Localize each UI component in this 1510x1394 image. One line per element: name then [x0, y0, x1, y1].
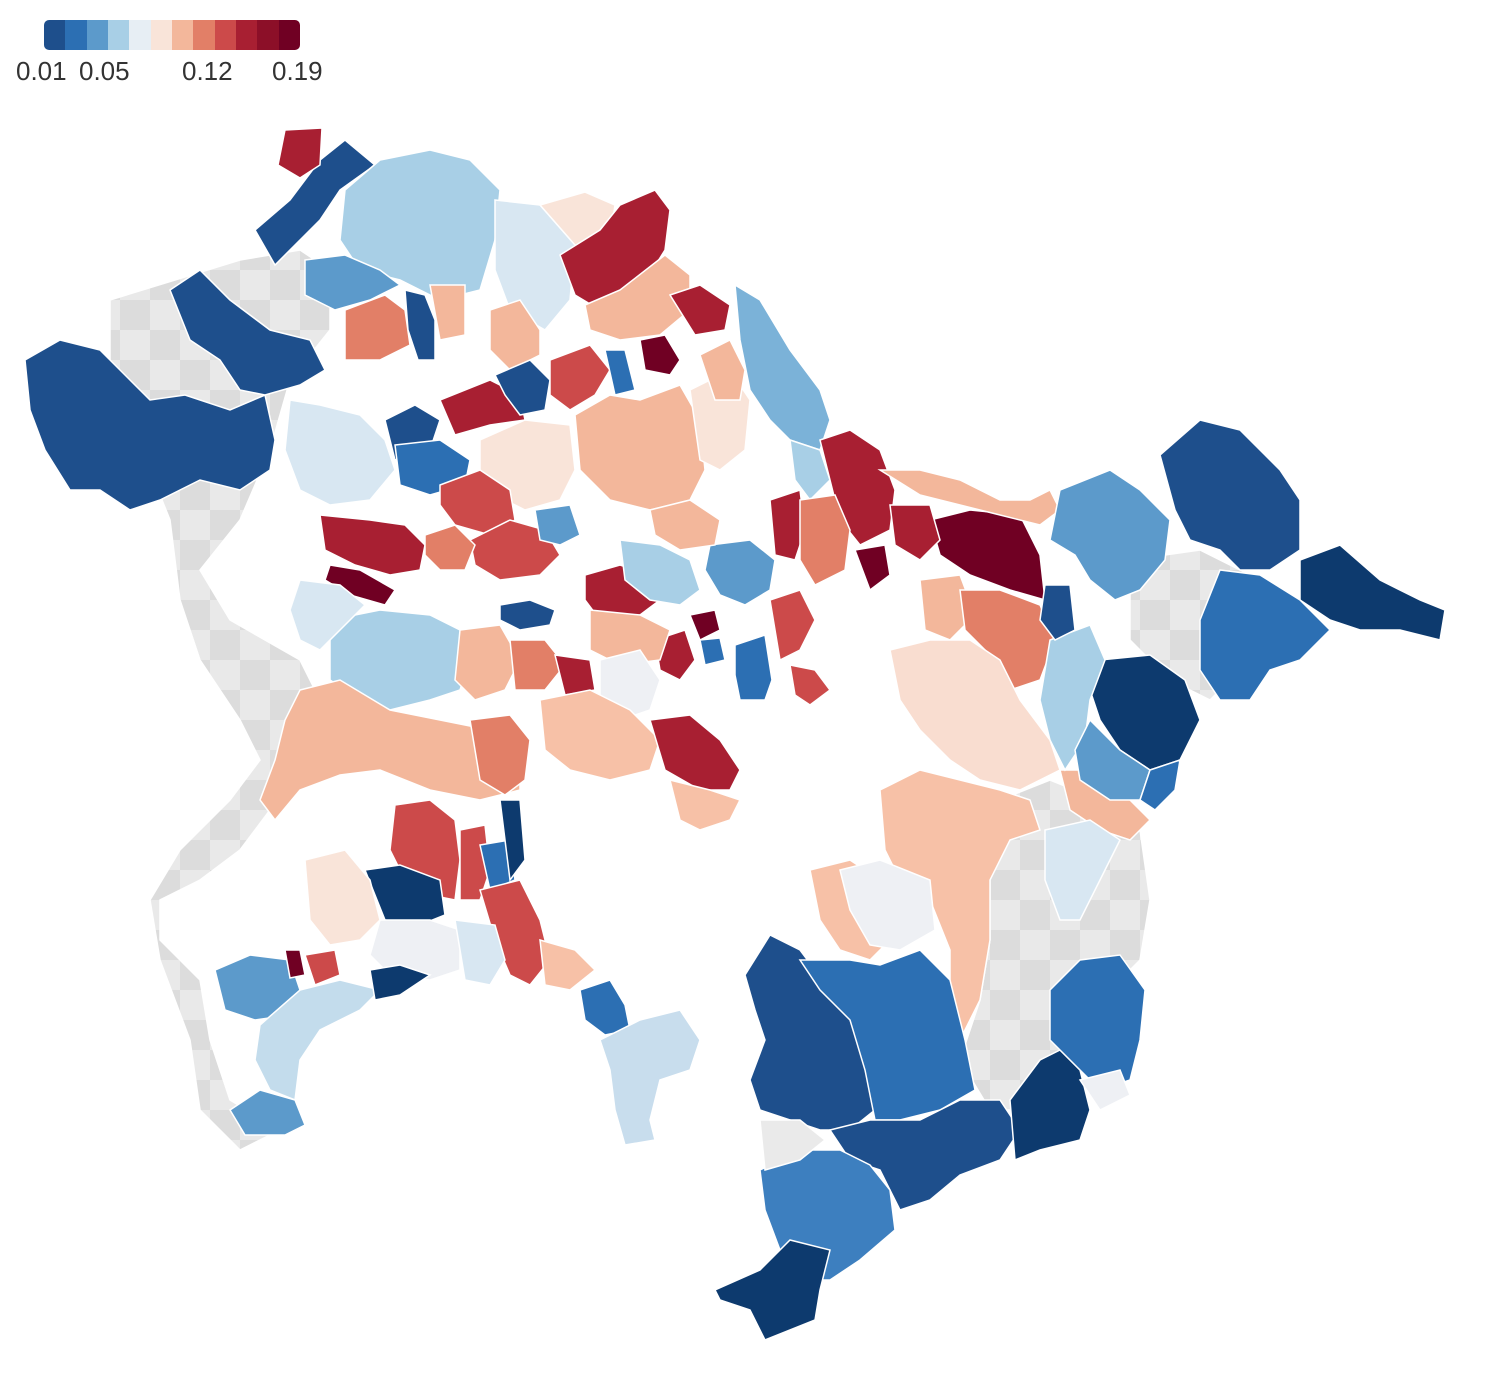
- legend-swatch: [214, 20, 236, 50]
- region: [324, 564, 397, 606]
- region: [1049, 954, 1146, 1091]
- legend-ticks: 0.01 0.05 0.12 0.19: [16, 56, 323, 90]
- legend-tick-label: 0.05: [79, 56, 130, 86]
- region: [589, 609, 671, 666]
- region: [509, 639, 566, 691]
- region: [704, 539, 776, 606]
- region: [284, 949, 306, 979]
- region: [619, 539, 701, 606]
- region: [454, 624, 521, 701]
- region: [649, 499, 721, 551]
- region: [254, 139, 377, 267]
- region: [499, 599, 556, 631]
- region: [604, 349, 636, 396]
- region: [649, 714, 741, 791]
- region: [1039, 584, 1076, 641]
- region: [688, 609, 721, 642]
- legend-tick-label: 0.01: [16, 56, 67, 86]
- legend-color-bar: [44, 20, 300, 50]
- legend-tick-label: 0.19: [272, 56, 323, 86]
- region: [289, 579, 367, 651]
- region: [539, 938, 597, 991]
- region: [284, 399, 396, 506]
- region: [254, 979, 382, 1102]
- region: [713, 1239, 831, 1341]
- legend-swatch: [150, 20, 172, 50]
- region: [668, 284, 731, 336]
- region: [1078, 1069, 1131, 1111]
- region: [1299, 544, 1446, 641]
- region: [699, 338, 746, 401]
- region: [319, 514, 426, 576]
- legend-tick-label: 0.12: [182, 56, 233, 86]
- region: [493, 359, 551, 416]
- region: [1044, 819, 1121, 921]
- region: [877, 469, 1061, 526]
- legend-swatch: [257, 20, 279, 50]
- color-legend: 0.01 0.05 0.12 0.19: [16, 20, 323, 90]
- region: [599, 1009, 701, 1146]
- region: [24, 339, 276, 511]
- region: [798, 949, 976, 1121]
- region: [369, 919, 461, 981]
- region: [304, 949, 341, 986]
- region: [734, 283, 831, 451]
- region: [459, 824, 491, 901]
- legend-swatch: [235, 20, 258, 50]
- region: [1199, 569, 1332, 701]
- region: [769, 589, 816, 662]
- region: [574, 384, 706, 511]
- region: [469, 519, 561, 581]
- legend-swatch: [86, 20, 108, 50]
- region: [304, 254, 402, 311]
- region: [889, 504, 941, 561]
- region: [1074, 718, 1151, 801]
- region: [789, 438, 831, 502]
- region: [853, 544, 891, 592]
- legend-swatch: [65, 20, 87, 50]
- region: [579, 979, 631, 1036]
- region: [469, 714, 531, 796]
- region: [344, 294, 411, 361]
- legend-swatch: [107, 20, 130, 50]
- region: [639, 334, 681, 376]
- region: [1139, 758, 1181, 811]
- region: [819, 429, 896, 546]
- legend-swatch: [278, 20, 300, 50]
- legend-swatch: [193, 20, 215, 50]
- region: [828, 1099, 1021, 1211]
- region: [668, 778, 742, 831]
- region: [789, 664, 832, 706]
- legend-swatch: [171, 20, 194, 50]
- region: [1159, 419, 1301, 571]
- region: [499, 799, 526, 882]
- region: [839, 859, 936, 951]
- region: [734, 634, 773, 701]
- region: [404, 289, 436, 361]
- region: [539, 689, 661, 781]
- region: [489, 299, 541, 371]
- region: [429, 284, 466, 341]
- region: [799, 494, 851, 586]
- legend-swatch: [129, 20, 151, 50]
- region: [169, 269, 326, 396]
- region: [228, 1089, 306, 1136]
- region: [534, 504, 581, 546]
- region: [304, 849, 381, 946]
- region: [369, 964, 432, 1001]
- legend-swatch: [44, 20, 66, 50]
- region: [549, 344, 611, 411]
- region: [554, 654, 596, 696]
- region: [1009, 1049, 1091, 1162]
- region: [259, 679, 521, 822]
- region: [424, 524, 476, 571]
- region: [759, 1119, 827, 1171]
- region: [277, 127, 323, 179]
- region: [1049, 469, 1171, 601]
- region: [454, 919, 506, 986]
- region: [959, 589, 1056, 691]
- region: [699, 637, 726, 666]
